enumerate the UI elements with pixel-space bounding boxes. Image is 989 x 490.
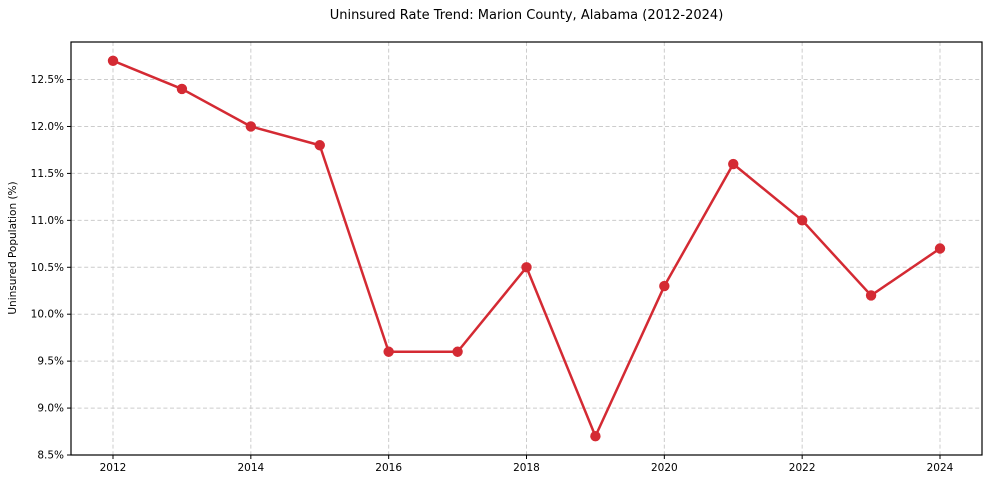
x-tick-label: 2014 xyxy=(237,462,264,474)
chart-title: Uninsured Rate Trend: Marion County, Ala… xyxy=(329,8,724,23)
y-tick-label: 10.0% xyxy=(31,309,64,321)
y-tick-label: 10.5% xyxy=(31,262,64,274)
y-tick-label: 9.5% xyxy=(37,356,64,368)
x-tick-label: 2012 xyxy=(100,462,127,474)
data-point-marker xyxy=(245,121,257,132)
data-point-marker xyxy=(934,243,946,254)
y-tick-label: 11.0% xyxy=(31,215,64,227)
data-point-marker xyxy=(728,158,739,170)
data-point-marker xyxy=(314,140,325,151)
x-tick-label: 2018 xyxy=(513,462,540,474)
data-point-marker xyxy=(865,290,877,301)
x-tick-label: 2020 xyxy=(651,462,678,474)
y-tick-label: 8.5% xyxy=(37,450,64,462)
y-tick-label: 9.0% xyxy=(37,403,64,415)
x-tick-label: 2016 xyxy=(375,462,402,474)
x-tick-label: 2024 xyxy=(927,462,954,474)
y-axis-label: Uninsured Population (%) xyxy=(7,181,19,315)
data-point-marker xyxy=(452,346,463,357)
x-tick-label: 2022 xyxy=(789,462,816,474)
data-point-marker xyxy=(107,55,119,66)
data-point-marker xyxy=(659,280,670,292)
y-tick-label: 12.5% xyxy=(31,74,64,86)
y-tick-label: 12.0% xyxy=(31,121,64,133)
data-point-marker xyxy=(383,346,394,357)
y-tick-label: 11.5% xyxy=(31,168,64,180)
data-point-marker xyxy=(521,262,532,273)
data-point-marker xyxy=(796,215,808,226)
data-point-marker xyxy=(590,431,601,442)
data-point-marker xyxy=(176,83,188,95)
